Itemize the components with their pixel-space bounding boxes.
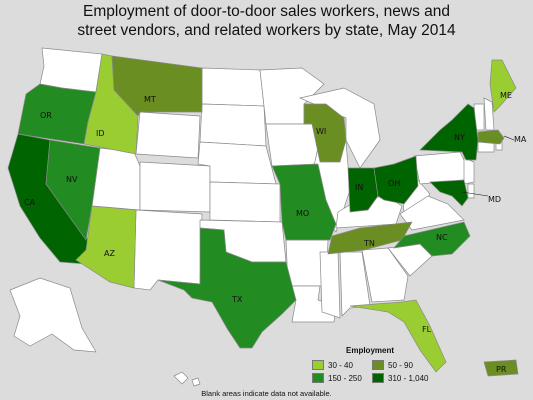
map-legend: Employment 30 - 40 50 - 90 150 - 250 310… [312, 346, 442, 383]
state-mi [298, 87, 381, 169]
label-tx: TX [231, 295, 243, 304]
label-me: ME [500, 91, 512, 100]
ma-leader-line [503, 135, 515, 141]
label-nv: NV [66, 175, 78, 184]
legend-swatch [312, 373, 324, 383]
legend-label: 50 - 90 [388, 360, 413, 370]
title-line-2: street vendors, and related workers by s… [77, 22, 456, 39]
state-md [429, 179, 469, 207]
state-ma [477, 129, 505, 145]
legend-item-50-90: 50 - 90 [372, 360, 442, 370]
state-ny [419, 103, 479, 161]
state-co [139, 161, 211, 213]
state-wi [303, 103, 347, 163]
legend-item-30-40: 30 - 40 [312, 360, 372, 370]
state-ut [91, 147, 141, 211]
legend-item-150-250: 150 - 250 [312, 373, 372, 383]
label-wi: WI [316, 127, 326, 136]
legend-label: 30 - 40 [328, 360, 353, 370]
state-pr [483, 359, 519, 377]
label-mo: MO [296, 209, 309, 218]
label-or: OR [40, 111, 52, 120]
legend-label: 310 - 1,040 [388, 373, 429, 383]
title-line-1: Employment of door-to-door sales workers… [83, 3, 450, 20]
label-nc: NC [436, 233, 448, 242]
state-wy [135, 111, 201, 159]
state-nv [45, 139, 101, 241]
label-oh: OH [388, 179, 400, 188]
label-fl: FL [422, 325, 432, 334]
state-mt [111, 55, 203, 117]
state-nj [463, 157, 475, 185]
legend-title: Employment [346, 346, 395, 355]
label-mt: MT [144, 95, 156, 104]
label-ma: MA [514, 135, 527, 144]
state-nm [133, 209, 203, 291]
state-sd [199, 103, 267, 147]
state-ks [209, 181, 281, 223]
label-md: MD [488, 195, 501, 204]
label-ny: NY [454, 133, 465, 142]
state-or [17, 83, 97, 145]
label-pr: PR [496, 365, 507, 374]
state-ak [9, 277, 97, 353]
state-nc [393, 221, 471, 257]
label-id: ID [96, 129, 105, 138]
label-in: IN [355, 183, 363, 192]
state-fl [349, 299, 447, 373]
state-in [347, 167, 379, 213]
state-ms [319, 251, 341, 319]
state-de [467, 183, 475, 199]
label-ca: CA [24, 198, 36, 207]
label-tn: TN [363, 239, 375, 248]
state-va [399, 195, 465, 231]
legend-label: 150 - 250 [328, 373, 362, 383]
state-nh [483, 97, 495, 131]
state-hi [173, 371, 201, 387]
state-pa [413, 151, 469, 185]
state-az [75, 205, 137, 289]
footnote: Blank areas indicate data not available. [201, 389, 332, 398]
state-ne [197, 141, 277, 185]
label-az: AZ [104, 249, 115, 258]
map-title: Employment of door-to-door sales workers… [0, 2, 533, 40]
state-ga [361, 247, 409, 303]
state-mo [271, 163, 337, 241]
state-oh [373, 155, 419, 205]
state-nd [201, 67, 265, 107]
legend-item-310-1040: 310 - 1,040 [372, 373, 442, 383]
md-leader-line [461, 191, 489, 197]
state-me [489, 59, 517, 113]
legend-swatch [372, 373, 384, 383]
legend-swatch [312, 360, 324, 370]
legend-swatch [372, 360, 384, 370]
blank-states [9, 47, 503, 387]
state-tx [157, 227, 297, 349]
